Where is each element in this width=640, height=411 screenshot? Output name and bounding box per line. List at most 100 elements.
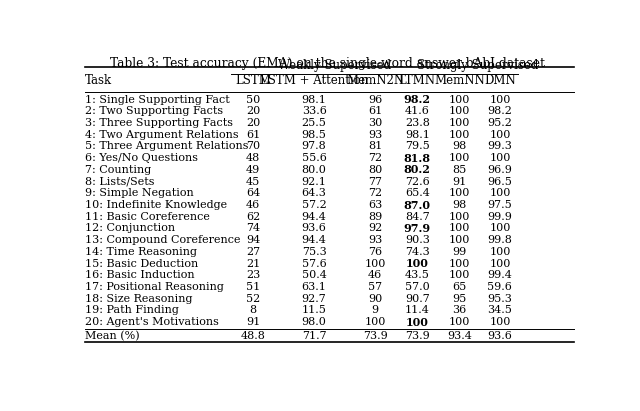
Text: 17: Positional Reasoning: 17: Positional Reasoning (85, 282, 224, 292)
Text: MemNN: MemNN (434, 74, 485, 87)
Text: 90.7: 90.7 (405, 294, 429, 304)
Text: 11.5: 11.5 (301, 305, 326, 315)
Text: 90: 90 (368, 294, 382, 304)
Text: 20: 20 (246, 118, 260, 128)
Text: 34.5: 34.5 (488, 305, 512, 315)
Text: 100: 100 (449, 130, 470, 140)
Text: 71.7: 71.7 (302, 331, 326, 342)
Text: 87.0: 87.0 (404, 199, 431, 210)
Text: LSTM + Attention: LSTM + Attention (260, 74, 368, 87)
Text: 74: 74 (246, 224, 260, 233)
Text: 20: 20 (246, 106, 260, 116)
Text: 8: Lists/Sets: 8: Lists/Sets (85, 177, 154, 187)
Text: 13: Compound Coreference: 13: Compound Coreference (85, 235, 241, 245)
Text: 65.4: 65.4 (405, 188, 429, 199)
Text: 100: 100 (489, 317, 511, 327)
Text: 96: 96 (368, 95, 382, 105)
Text: 10: Indefinite Knowledge: 10: Indefinite Knowledge (85, 200, 227, 210)
Text: 90.3: 90.3 (405, 235, 429, 245)
Text: 99.9: 99.9 (488, 212, 512, 222)
Text: 9: Simple Negation: 9: Simple Negation (85, 188, 194, 199)
Text: 98.1: 98.1 (405, 130, 429, 140)
Text: 100: 100 (449, 259, 470, 268)
Text: 100: 100 (489, 95, 511, 105)
Text: 11.4: 11.4 (405, 305, 429, 315)
Text: 100: 100 (449, 212, 470, 222)
Text: 61: 61 (368, 106, 382, 116)
Text: 33.6: 33.6 (301, 106, 326, 116)
Text: 76: 76 (368, 247, 382, 257)
Text: 100: 100 (449, 153, 470, 163)
Text: 18: Size Reasoning: 18: Size Reasoning (85, 294, 193, 304)
Text: 98: 98 (452, 141, 467, 152)
Text: 65: 65 (452, 282, 467, 292)
Text: 100: 100 (449, 235, 470, 245)
Text: 77: 77 (368, 177, 382, 187)
Text: 21: 21 (246, 259, 260, 268)
Text: 5: Three Argument Relations: 5: Three Argument Relations (85, 141, 248, 152)
Text: 95.2: 95.2 (488, 118, 512, 128)
Text: 100: 100 (406, 258, 429, 269)
Text: 98.0: 98.0 (301, 317, 326, 327)
Text: 100: 100 (364, 317, 386, 327)
Text: 93.6: 93.6 (301, 224, 326, 233)
Text: 16: Basic Induction: 16: Basic Induction (85, 270, 195, 280)
Text: 7: Counting: 7: Counting (85, 165, 151, 175)
Text: LTMN: LTMN (399, 74, 436, 87)
Text: 74.3: 74.3 (405, 247, 429, 257)
Text: 59.6: 59.6 (488, 282, 512, 292)
Text: 64.3: 64.3 (301, 188, 326, 199)
Text: 19: Path Finding: 19: Path Finding (85, 305, 179, 315)
Text: 100: 100 (449, 188, 470, 199)
Text: 23: 23 (246, 270, 260, 280)
Text: 93.4: 93.4 (447, 331, 472, 342)
Text: 98.1: 98.1 (301, 95, 326, 105)
Text: 81.8: 81.8 (404, 153, 431, 164)
Text: 50.4: 50.4 (301, 270, 326, 280)
Text: 1: Single Supporting Fact: 1: Single Supporting Fact (85, 95, 230, 105)
Text: 57.6: 57.6 (301, 259, 326, 268)
Text: 80.2: 80.2 (404, 164, 431, 175)
Text: 50: 50 (246, 95, 260, 105)
Text: 100: 100 (449, 224, 470, 233)
Text: 51: 51 (246, 282, 260, 292)
Text: 100: 100 (449, 317, 470, 327)
Text: 100: 100 (489, 247, 511, 257)
Text: 72: 72 (368, 153, 382, 163)
Text: 64: 64 (246, 188, 260, 199)
Text: DMN: DMN (484, 74, 516, 87)
Text: 89: 89 (368, 212, 382, 222)
Text: 27: 27 (246, 247, 260, 257)
Text: 99: 99 (452, 247, 467, 257)
Text: 91: 91 (452, 177, 467, 187)
Text: 15: Basic Deduction: 15: Basic Deduction (85, 259, 198, 268)
Text: 49: 49 (246, 165, 260, 175)
Text: Task: Task (85, 74, 112, 87)
Text: 93: 93 (368, 130, 382, 140)
Text: 99.8: 99.8 (488, 235, 512, 245)
Text: 94.4: 94.4 (301, 235, 326, 245)
Text: 57: 57 (368, 282, 382, 292)
Text: 14: Time Reasoning: 14: Time Reasoning (85, 247, 197, 257)
Text: Weakly Supervised: Weakly Supervised (278, 59, 391, 72)
Text: 25.5: 25.5 (301, 118, 326, 128)
Text: 45: 45 (246, 177, 260, 187)
Text: 62: 62 (246, 212, 260, 222)
Text: 72.6: 72.6 (405, 177, 429, 187)
Text: 100: 100 (489, 224, 511, 233)
Text: 52: 52 (246, 294, 260, 304)
Text: 75.3: 75.3 (301, 247, 326, 257)
Text: 100: 100 (489, 153, 511, 163)
Text: 100: 100 (406, 316, 429, 328)
Text: 100: 100 (449, 106, 470, 116)
Text: 100: 100 (449, 270, 470, 280)
Text: 95: 95 (452, 294, 467, 304)
Text: 70: 70 (246, 141, 260, 152)
Text: 100: 100 (489, 188, 511, 199)
Text: 99.3: 99.3 (488, 141, 512, 152)
Text: 93.6: 93.6 (488, 331, 512, 342)
Text: 92.1: 92.1 (301, 177, 326, 187)
Text: 30: 30 (368, 118, 382, 128)
Text: 12: Conjunction: 12: Conjunction (85, 224, 175, 233)
Text: 55.6: 55.6 (301, 153, 326, 163)
